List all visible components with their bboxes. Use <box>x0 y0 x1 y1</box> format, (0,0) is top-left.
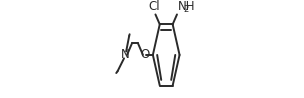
Text: Cl: Cl <box>148 0 160 13</box>
Text: NH: NH <box>178 0 195 13</box>
Text: 2: 2 <box>183 5 188 14</box>
Text: N: N <box>121 48 130 61</box>
Text: O: O <box>140 48 149 61</box>
